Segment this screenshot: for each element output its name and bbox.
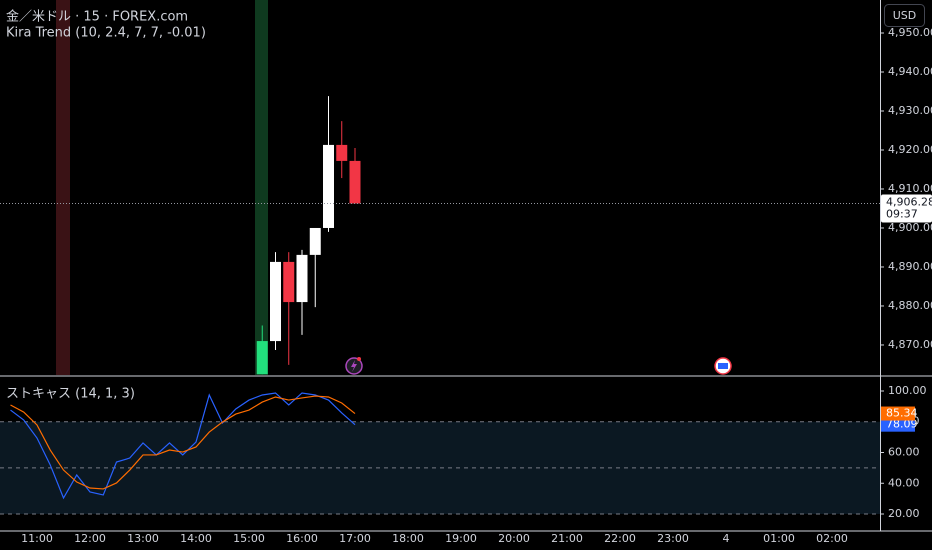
event-icon[interactable]	[714, 357, 732, 375]
stoch-line	[10, 395, 356, 490]
value-tag-label: 78.09	[886, 418, 918, 431]
x-tick-label: 15:00	[233, 532, 265, 545]
candle-body	[309, 227, 321, 255]
y-tick-label: 20.00	[888, 507, 920, 520]
symbol-title: 金／米ドル · 15 · FOREX.com	[6, 9, 188, 25]
x-tick-label: 12:00	[74, 532, 106, 545]
x-tick-label: 18:00	[392, 532, 424, 545]
currency-button[interactable]: USD	[884, 4, 925, 27]
value-tag-label: 85.34	[886, 407, 918, 420]
x-tick-label: 23:00	[657, 532, 689, 545]
x-tick-label: 22:00	[604, 532, 636, 545]
x-tick-label: 20:00	[498, 532, 530, 545]
y-tick-label: 4,900.00	[888, 221, 932, 234]
y-tick-label: 4,870.00	[888, 338, 932, 351]
event-glyph	[351, 360, 357, 372]
stoch-title: ストキャス (14, 1, 3)	[6, 387, 135, 402]
y-tick-label: 4,930.00	[888, 104, 932, 117]
x-tick-label: 4	[723, 532, 730, 545]
value-tag	[881, 406, 915, 421]
flag-glyph	[718, 363, 728, 369]
y-tick-label: 100.00	[888, 384, 927, 397]
stoch-line	[10, 392, 356, 500]
lines	[10, 392, 356, 500]
candle-body	[256, 341, 268, 375]
value-tag	[881, 417, 915, 432]
x-tick-label: 21:00	[551, 532, 583, 545]
y-tick-label: 4,890.00	[888, 260, 932, 273]
candle-body	[336, 144, 348, 161]
x-tick-label: 11:00	[21, 532, 53, 545]
signal-band	[56, 0, 70, 375]
candles	[256, 96, 361, 375]
price-tag	[881, 194, 932, 223]
y-tick-label: 4,940.00	[888, 65, 932, 78]
y-tick-label: 4,950.00	[888, 26, 932, 39]
x-tick-label: 01:00	[763, 532, 795, 545]
event-icon[interactable]	[345, 357, 363, 375]
x-tick-label: 17:00	[339, 532, 371, 545]
x-tick-label: 13:00	[127, 532, 159, 545]
price-tag-label: 4,906.28	[886, 195, 932, 208]
x-tick-label: 19:00	[445, 532, 477, 545]
y-tick-label: 4,910.00	[888, 182, 932, 195]
button-frame[interactable]	[884, 4, 925, 27]
candle-body	[296, 254, 308, 303]
y-tick-label: 40.00	[888, 476, 920, 489]
x-tick-label: 16:00	[286, 532, 318, 545]
candle-body	[349, 160, 361, 204]
x-tick-label: 14:00	[180, 532, 212, 545]
signal-band	[255, 0, 268, 375]
event-dot	[357, 357, 361, 361]
y-tick-label: 4,920.00	[888, 143, 932, 156]
candle-body	[283, 261, 295, 303]
currency-label[interactable]: USD	[893, 9, 917, 22]
candle-body	[270, 261, 281, 342]
countdown-label: 09:37	[886, 207, 918, 220]
candle-body	[323, 144, 334, 228]
y-tick-label: 60.00	[888, 446, 920, 459]
indicator-title: Kira Trend (10, 2.4, 7, 7, -0.01)	[6, 26, 206, 41]
x-tick-label: 02:00	[816, 532, 848, 545]
y-tick-label: 4,880.00	[888, 299, 932, 312]
